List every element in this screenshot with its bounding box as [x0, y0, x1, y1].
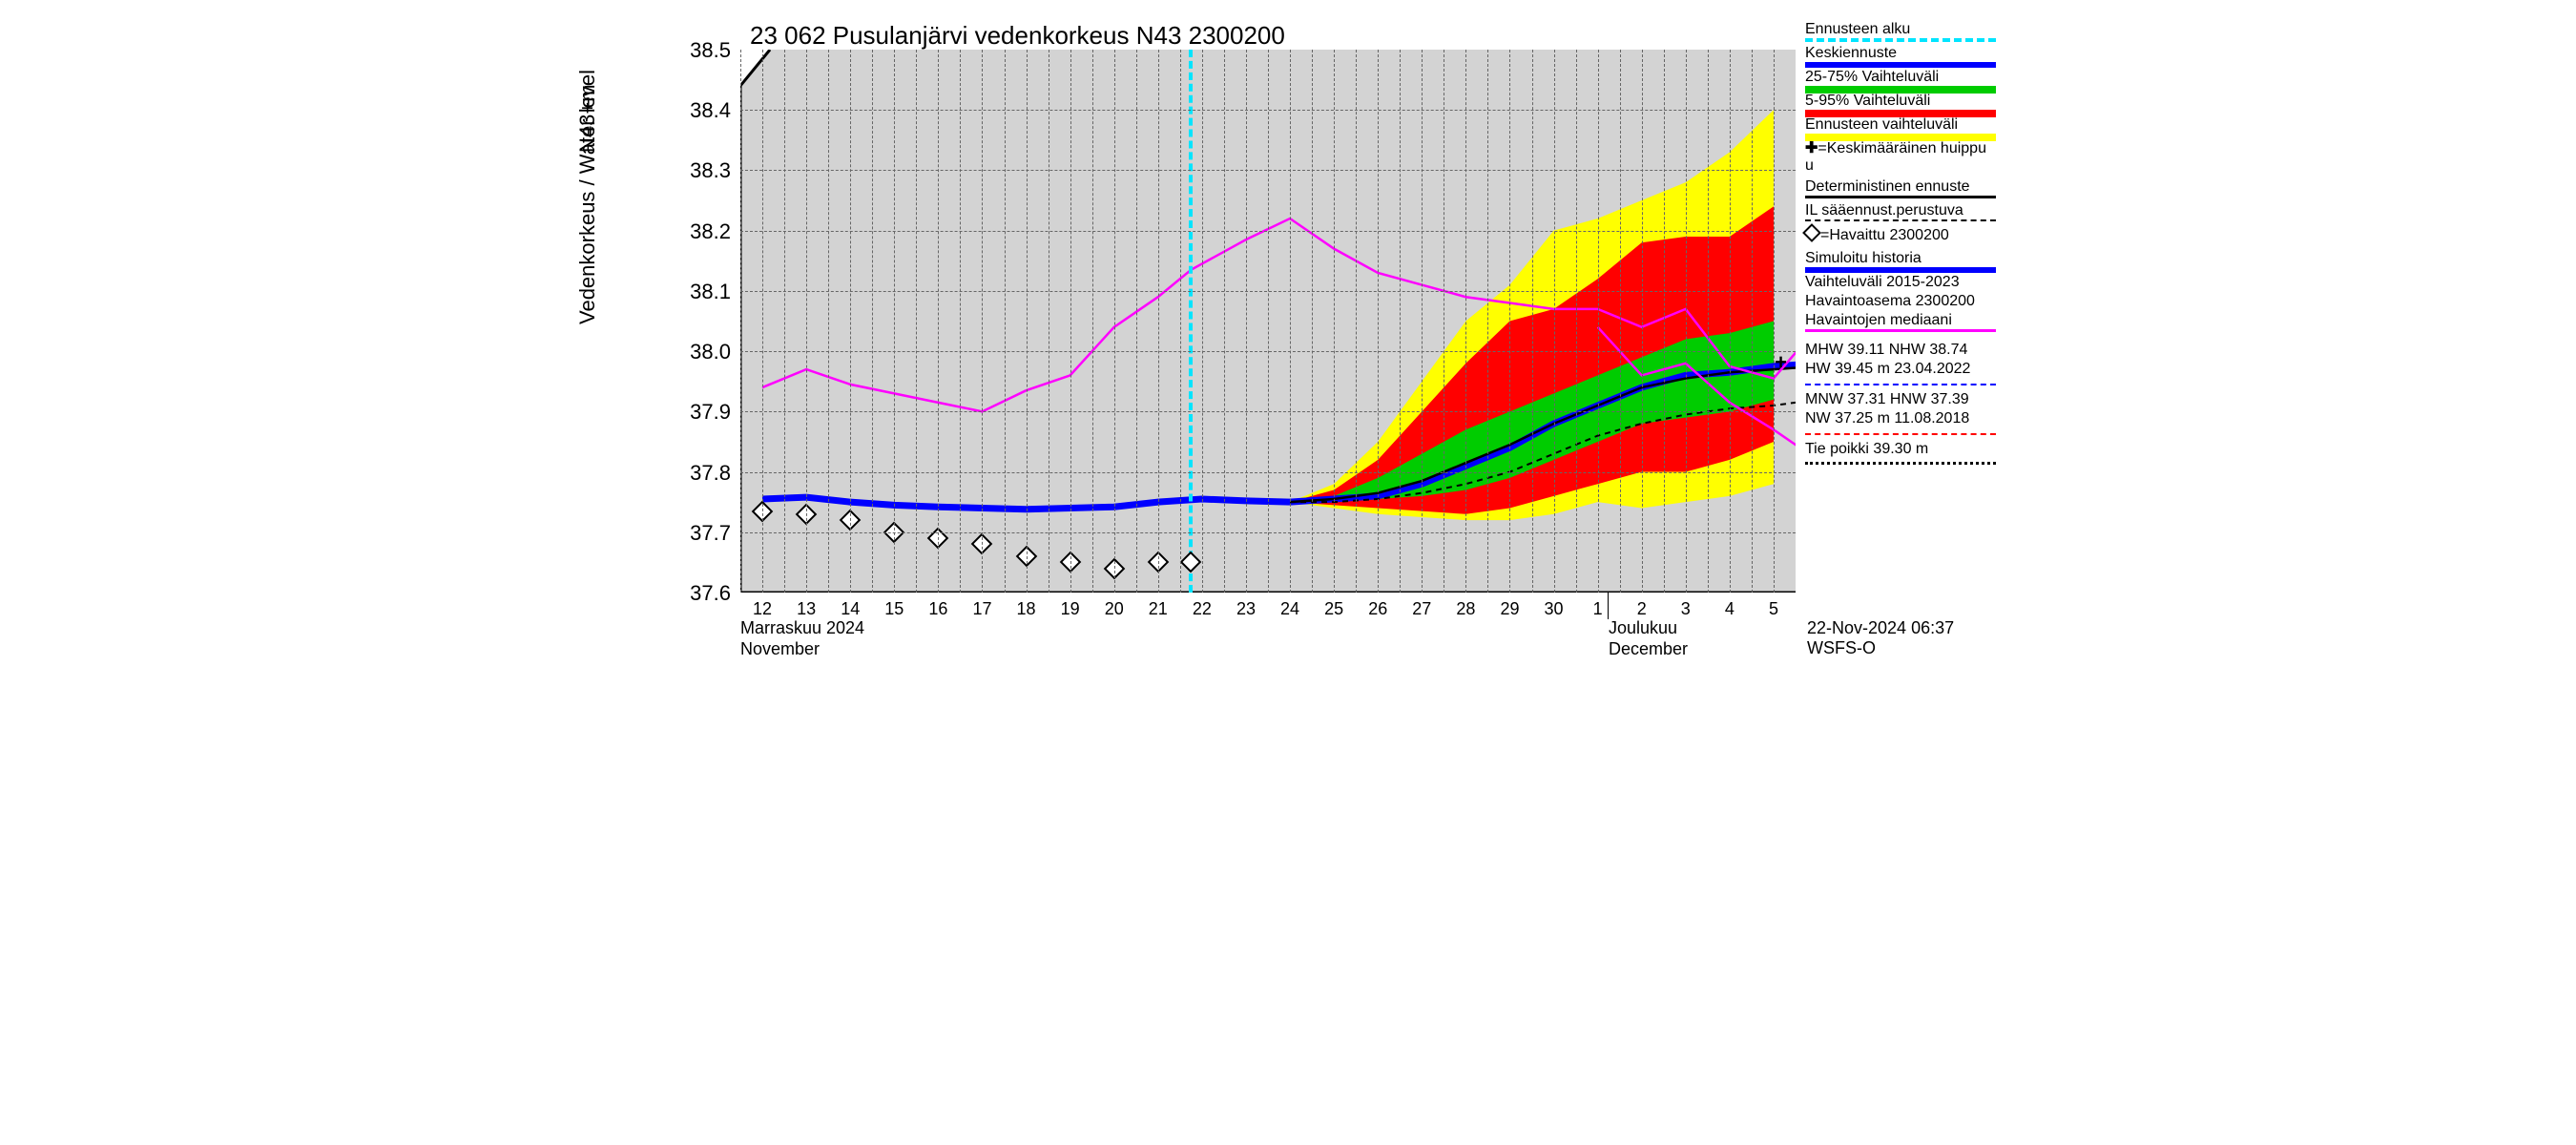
y-tick: 37.6	[674, 581, 731, 606]
legend-sep	[1805, 429, 1996, 441]
x-tick: 15	[884, 599, 904, 619]
legend-item: Vaihteluväli 2015-2023	[1805, 274, 1996, 293]
legend-item: Havaintoasema 2300200	[1805, 293, 1996, 312]
month2-en: December	[1609, 639, 1688, 659]
legend-sep	[1805, 380, 1996, 391]
x-tick: 17	[972, 599, 991, 619]
x-tick: 19	[1061, 599, 1080, 619]
y-tick: 37.7	[674, 521, 731, 546]
legend-item: ✚=Keskimääräinen huippuu	[1805, 140, 1996, 178]
peak-marker: +	[1775, 350, 1787, 375]
chart-container: 23 062 Pusulanjärvi vedenkorkeus N43 230…	[572, 0, 2004, 635]
legend-item: IL sääennust.perustuva	[1805, 202, 1996, 226]
legend-item: Deterministinen ennuste	[1805, 178, 1996, 202]
legend-stat: MHW 39.11 NHW 38.74	[1805, 342, 1996, 361]
x-tick: 24	[1280, 599, 1299, 619]
x-tick: 3	[1681, 599, 1691, 619]
x-tick: 21	[1149, 599, 1168, 619]
y-tick: 37.8	[674, 461, 731, 486]
x-tick: 1	[1593, 599, 1603, 619]
x-tick: 22	[1193, 599, 1212, 619]
x-tick: 5	[1769, 599, 1778, 619]
legend-stat: Tie poikki 39.30 m	[1805, 441, 1996, 460]
y-tick: 38.5	[674, 38, 731, 63]
month2-fi: Joulukuu	[1609, 618, 1677, 638]
month-separator	[1608, 593, 1609, 619]
month1-fi: Marraskuu 2024	[740, 618, 864, 638]
x-tick: 18	[1017, 599, 1036, 619]
y-tick: 38.2	[674, 219, 731, 244]
y-tick: 38.4	[674, 98, 731, 123]
x-tick: 23	[1236, 599, 1256, 619]
x-tick: 2	[1637, 599, 1647, 619]
month1-en: November	[740, 639, 820, 659]
legend-stat: MNW 37.31 HNW 37.39	[1805, 391, 1996, 410]
legend: Ennusteen alku Keskiennuste 25-75% Vaiht…	[1805, 21, 1996, 484]
x-tick: 25	[1324, 599, 1343, 619]
y-tick: 38.3	[674, 158, 731, 183]
x-tick: 28	[1456, 599, 1475, 619]
y-tick: 38.0	[674, 340, 731, 364]
legend-item: =Havaittu 2300200	[1805, 226, 1996, 250]
legend-item: Havaintojen mediaani	[1805, 312, 1996, 336]
x-tick: 26	[1368, 599, 1387, 619]
plot-area: +	[740, 50, 1796, 593]
x-tick: 4	[1725, 599, 1735, 619]
x-tick: 12	[753, 599, 772, 619]
x-tick: 30	[1545, 599, 1564, 619]
y-tick: 37.9	[674, 400, 731, 425]
legend-item: Keskiennuste	[1805, 45, 1996, 69]
x-tick: 29	[1500, 599, 1519, 619]
forecast-start-line	[1189, 50, 1193, 593]
x-tick: 14	[841, 599, 860, 619]
legend-stat: HW 39.45 m 23.04.2022	[1805, 361, 1996, 380]
legend-item: 5-95% Vaihteluväli	[1805, 93, 1996, 116]
legend-item: 25-75% Vaihteluväli	[1805, 69, 1996, 93]
x-tick: 20	[1105, 599, 1124, 619]
legend-stat: NW 37.25 m 11.08.2018	[1805, 410, 1996, 429]
legend-item: Simuloitu historia	[1805, 250, 1996, 274]
legend-item: Ennusteen alku	[1805, 21, 1996, 45]
chart-title: 23 062 Pusulanjärvi vedenkorkeus N43 230…	[750, 21, 1285, 51]
timestamp: 22-Nov-2024 06:37 WSFS-O	[1807, 618, 2004, 658]
x-tick: 27	[1412, 599, 1431, 619]
y-axis-unit: N43+m	[575, 84, 600, 153]
x-tick: 16	[928, 599, 947, 619]
legend-item: Ennusteen vaihteluväli	[1805, 116, 1996, 140]
x-tick: 13	[797, 599, 816, 619]
y-tick: 38.1	[674, 280, 731, 304]
legend-sep	[1805, 460, 1996, 484]
